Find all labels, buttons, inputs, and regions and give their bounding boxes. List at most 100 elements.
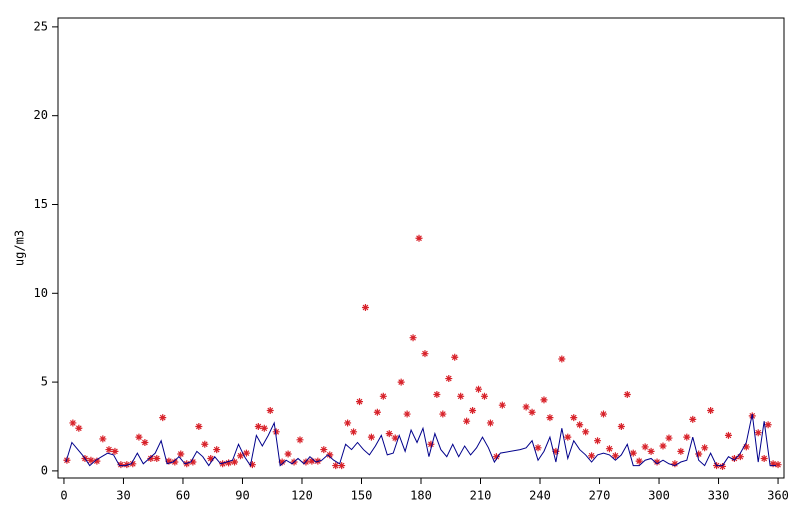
scatter-point bbox=[332, 462, 340, 470]
scatter-point bbox=[177, 450, 185, 458]
scatter-point bbox=[760, 454, 768, 462]
plot-frame bbox=[57, 17, 785, 479]
scatter-point bbox=[99, 435, 107, 443]
scatter-point bbox=[326, 451, 334, 459]
x-tick-label: 330 bbox=[708, 489, 730, 503]
scatter-point bbox=[445, 375, 453, 383]
y-axis-label: ug/m3 bbox=[13, 230, 27, 266]
scatter-point bbox=[391, 434, 399, 442]
scatter-point bbox=[117, 461, 125, 469]
scatter-point bbox=[730, 454, 738, 462]
scatter-point bbox=[361, 303, 369, 311]
scatter-point bbox=[367, 433, 375, 441]
scatter-point bbox=[219, 460, 227, 468]
scatter-point bbox=[159, 414, 167, 422]
scatter-point bbox=[665, 434, 673, 442]
scatter-point bbox=[379, 392, 387, 400]
scatter-point bbox=[373, 408, 381, 416]
scatter-point bbox=[248, 461, 256, 469]
line bbox=[65, 413, 777, 467]
scatter-point bbox=[736, 453, 744, 461]
y-tick-label: 0 bbox=[41, 463, 48, 477]
x-tick-label: 210 bbox=[470, 489, 492, 503]
scatter-point bbox=[415, 234, 423, 242]
scatter-point bbox=[171, 458, 179, 466]
scatter-point bbox=[141, 438, 149, 446]
scatter-point bbox=[540, 396, 548, 404]
scatter-point bbox=[397, 378, 405, 386]
scatter-point bbox=[641, 443, 649, 451]
scatter-point bbox=[701, 444, 709, 452]
x-tick-label: 180 bbox=[410, 489, 432, 503]
y-tick-label: 20 bbox=[34, 108, 48, 122]
scatter-point bbox=[774, 461, 782, 469]
scatter-point bbox=[647, 447, 655, 455]
scatter-point bbox=[546, 414, 554, 422]
scatter-point bbox=[236, 452, 244, 460]
scatter-point bbox=[403, 410, 411, 418]
scatter-point bbox=[617, 422, 625, 430]
scatter-point bbox=[296, 436, 304, 444]
scatter-point bbox=[278, 458, 286, 466]
scatter-point bbox=[498, 401, 506, 409]
scatter-point bbox=[558, 355, 566, 363]
scatter-point bbox=[659, 442, 667, 450]
scatter-point bbox=[588, 452, 596, 460]
scatter-point bbox=[201, 440, 209, 448]
scatter-point bbox=[308, 457, 316, 465]
scatter-point bbox=[356, 398, 364, 406]
scatter-point bbox=[683, 433, 691, 441]
scatter-point bbox=[769, 460, 777, 468]
scatter-point bbox=[480, 392, 488, 400]
x-tick-label: 120 bbox=[291, 489, 313, 503]
scatter-point bbox=[635, 457, 643, 465]
scatter-point bbox=[213, 446, 221, 454]
scatter-point bbox=[695, 450, 703, 458]
scatter-point bbox=[272, 428, 280, 436]
scatter-point bbox=[421, 350, 429, 358]
x-tick-label: 30 bbox=[116, 489, 130, 503]
x-tick-label: 150 bbox=[351, 489, 373, 503]
scatter-point bbox=[409, 334, 417, 342]
scatter-point bbox=[463, 417, 471, 425]
x-tick-label: 240 bbox=[529, 489, 551, 503]
scatter-point bbox=[427, 440, 435, 448]
scatter-point bbox=[207, 454, 215, 462]
scatter-point bbox=[320, 446, 328, 454]
scatter-point bbox=[564, 433, 572, 441]
scatter-point bbox=[576, 421, 584, 429]
scatter-point bbox=[742, 443, 750, 451]
scatter-point bbox=[457, 392, 465, 400]
scatter-point bbox=[231, 458, 239, 466]
scatter-point bbox=[111, 447, 119, 455]
scatter-point bbox=[754, 429, 762, 437]
scatter-point bbox=[475, 385, 483, 393]
scatter-point bbox=[260, 424, 268, 432]
scatter-point bbox=[87, 456, 95, 464]
scatter-point bbox=[528, 408, 536, 416]
scatter-point bbox=[599, 410, 607, 418]
x-tick-label: 300 bbox=[648, 489, 670, 503]
scatter-point bbox=[242, 449, 250, 457]
scatter-point bbox=[266, 407, 274, 415]
scatter-point bbox=[93, 457, 101, 465]
scatter-point bbox=[492, 453, 500, 461]
scatter-point bbox=[284, 450, 292, 458]
scatter-point bbox=[653, 458, 661, 466]
scatter-point bbox=[135, 433, 143, 441]
scatter-point bbox=[105, 446, 113, 454]
scatter-point bbox=[623, 391, 631, 399]
scatter-point bbox=[147, 454, 155, 462]
y-tick-label: 5 bbox=[41, 375, 48, 389]
scatter-point bbox=[605, 445, 613, 453]
scatter-point bbox=[344, 419, 352, 427]
scatter-point bbox=[338, 462, 346, 470]
scatter-point bbox=[254, 422, 262, 430]
x-tick-label: 90 bbox=[235, 489, 249, 503]
scatter-point bbox=[677, 447, 685, 455]
scatter-point bbox=[439, 410, 447, 418]
y-tick-label: 15 bbox=[34, 197, 48, 211]
scatter-point bbox=[764, 421, 772, 429]
